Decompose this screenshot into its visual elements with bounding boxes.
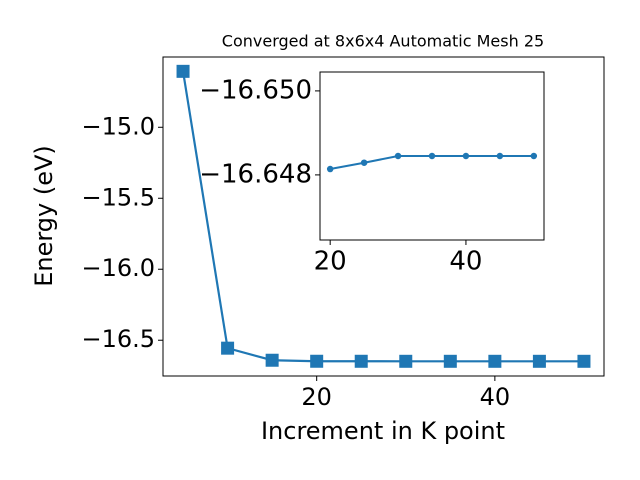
marker [532,354,546,368]
marker [310,354,324,368]
y-axis-label: Energy (eV) [30,145,58,287]
marker [496,152,504,160]
marker [221,341,235,355]
y-tick-label: −15.0 [81,112,155,140]
marker [428,152,436,160]
marker [462,152,470,160]
marker [265,353,279,367]
y-tick-label: −15.5 [81,183,155,211]
y-tick-label: −16.5 [81,325,155,353]
x-tick-label: 20 [301,383,332,411]
x-tick-label: 20 [314,247,347,277]
marker [399,354,413,368]
marker [443,354,457,368]
marker [577,354,591,368]
line [181,71,584,363]
marker [530,152,538,160]
marker [176,64,190,78]
marker [360,159,368,166]
x-tick-label: 40 [480,383,511,411]
x-tick-label: 40 [449,247,482,277]
marker [394,152,402,160]
y-tick-label: −16.650 [199,75,312,105]
y-tick-label: −16.648 [199,159,312,189]
x-axis-label: Increment in K point [261,417,505,445]
marker [488,354,502,368]
marker [326,165,334,173]
chart-title: Converged at 8x6x4 Automatic Mesh 25 [222,32,544,51]
marker [354,354,368,368]
y-tick-label: −16.0 [81,254,155,282]
